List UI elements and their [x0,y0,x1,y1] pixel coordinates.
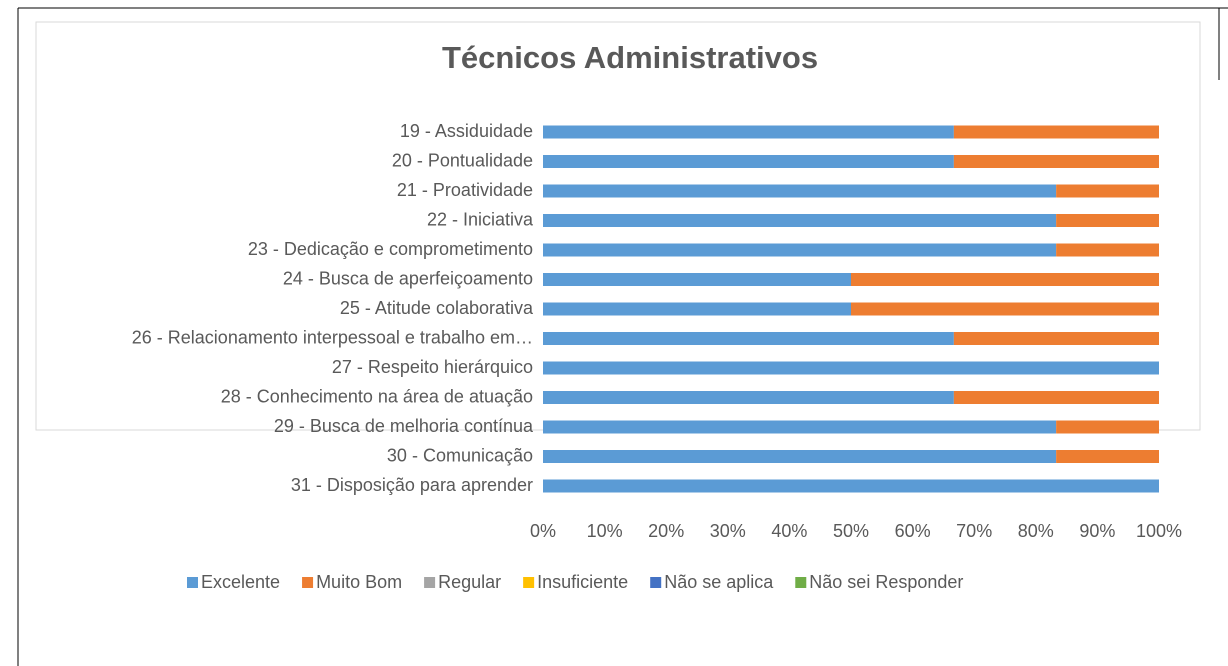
x-tick-label: 80% [1018,521,1054,541]
legend-label: Não sei Responder [809,572,963,592]
bar-segment [543,214,1057,227]
x-tick-label: 70% [956,521,992,541]
bar-segment [1056,184,1159,198]
y-tick-label: 31 - Disposição para aprender [291,475,533,495]
y-tick-label: 19 - Assiduidade [400,121,533,141]
bar-segment [851,302,1159,316]
x-tick-label: 50% [833,521,869,541]
y-tick-label: 25 - Atitude colaborativa [340,298,534,318]
y-tick-label: 28 - Conhecimento na área de atuação [221,386,533,406]
bar-segment [543,243,1057,257]
y-tick-label: 30 - Comunicação [387,445,533,465]
legend-label: Não se aplica [664,572,774,592]
bar-segment [543,184,1057,198]
legend-label: Muito Bom [316,572,402,592]
bar-segment [1056,450,1159,463]
bar-segment [543,479,1159,493]
bar-segment [543,125,954,139]
legend-label: Regular [438,572,501,592]
x-tick-label: 90% [1079,521,1115,541]
legend-label: Insuficiente [537,572,628,592]
bar-segment [543,302,851,316]
legend-swatch [302,577,314,588]
bar-segment [953,332,1159,345]
bar-segment [851,273,1159,286]
y-tick-label: 22 - Iniciativa [427,209,534,229]
bar-segment [543,155,954,168]
bar-segment [543,420,1057,434]
bar-segment [953,391,1159,404]
y-tick-label: 26 - Relacionamento interpessoal e traba… [132,327,533,347]
legend-swatch [650,577,662,588]
x-tick-label: 100% [1136,521,1182,541]
bar-segment [543,361,1159,375]
y-tick-label: 29 - Busca de melhoria contínua [274,416,534,436]
bar-segment [543,450,1057,463]
legend-swatch [424,577,436,588]
y-tick-label: 27 - Respeito hierárquico [332,357,533,377]
y-tick-label: 24 - Busca de aperfeiçoamento [283,268,533,288]
bar-segment [1056,243,1159,257]
legend-swatch [795,577,807,588]
x-tick-label: 40% [771,521,807,541]
legend-label: Excelente [201,572,280,592]
bar-segment [543,273,851,286]
x-tick-label: 60% [895,521,931,541]
x-tick-label: 20% [648,521,684,541]
bar-segment [1056,214,1159,227]
y-tick-label: 20 - Pontualidade [392,150,533,170]
bar-segment [543,332,954,345]
legend-swatch [523,577,535,588]
chart-title: Técnicos Administrativos [442,40,818,75]
bar-segment [543,391,954,404]
x-tick-label: 10% [587,521,623,541]
bar-segment [953,155,1159,168]
y-tick-label: 23 - Dedicação e comprometimento [248,239,533,259]
bar-segment [1056,420,1159,434]
legend-swatch [187,577,198,588]
y-tick-label: 21 - Proatividade [397,180,533,200]
x-tick-label: 30% [710,521,746,541]
x-tick-label: 0% [530,521,556,541]
bar-segment [953,125,1159,139]
